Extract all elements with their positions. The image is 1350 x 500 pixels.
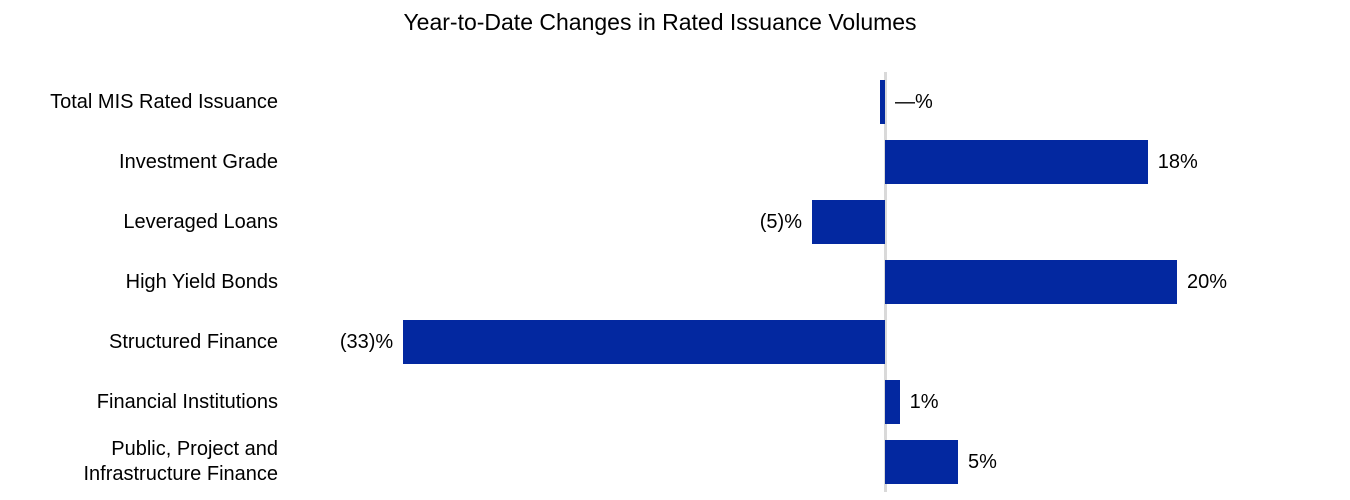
bar [885,440,958,484]
value-label: 18% [1157,150,1198,173]
value-label: (33)% [339,330,394,353]
category-label: Financial Institutions [96,390,278,413]
value-label: 1% [909,390,939,413]
bar [403,320,885,364]
bar [885,140,1148,184]
value-label: 20% [1187,270,1228,293]
category-label: Total MIS Rated Issuance [50,90,278,113]
value-label: 5% [968,450,997,473]
category-label: High Yield Bonds [125,270,278,293]
bar [885,380,900,424]
value-label: (5)% [759,210,802,233]
category-label: Leveraged Loans [123,210,278,233]
bar [885,260,1177,304]
bar [880,80,885,124]
category-label: Investment Grade [119,150,278,173]
value-label: —% [895,90,933,113]
bar [812,200,885,244]
category-label: Public, Project and Infrastructure Finan… [83,438,278,485]
chart-title: Year-to-Date Changes in Rated Issuance V… [403,9,917,35]
category-label: Structured Finance [109,330,278,353]
